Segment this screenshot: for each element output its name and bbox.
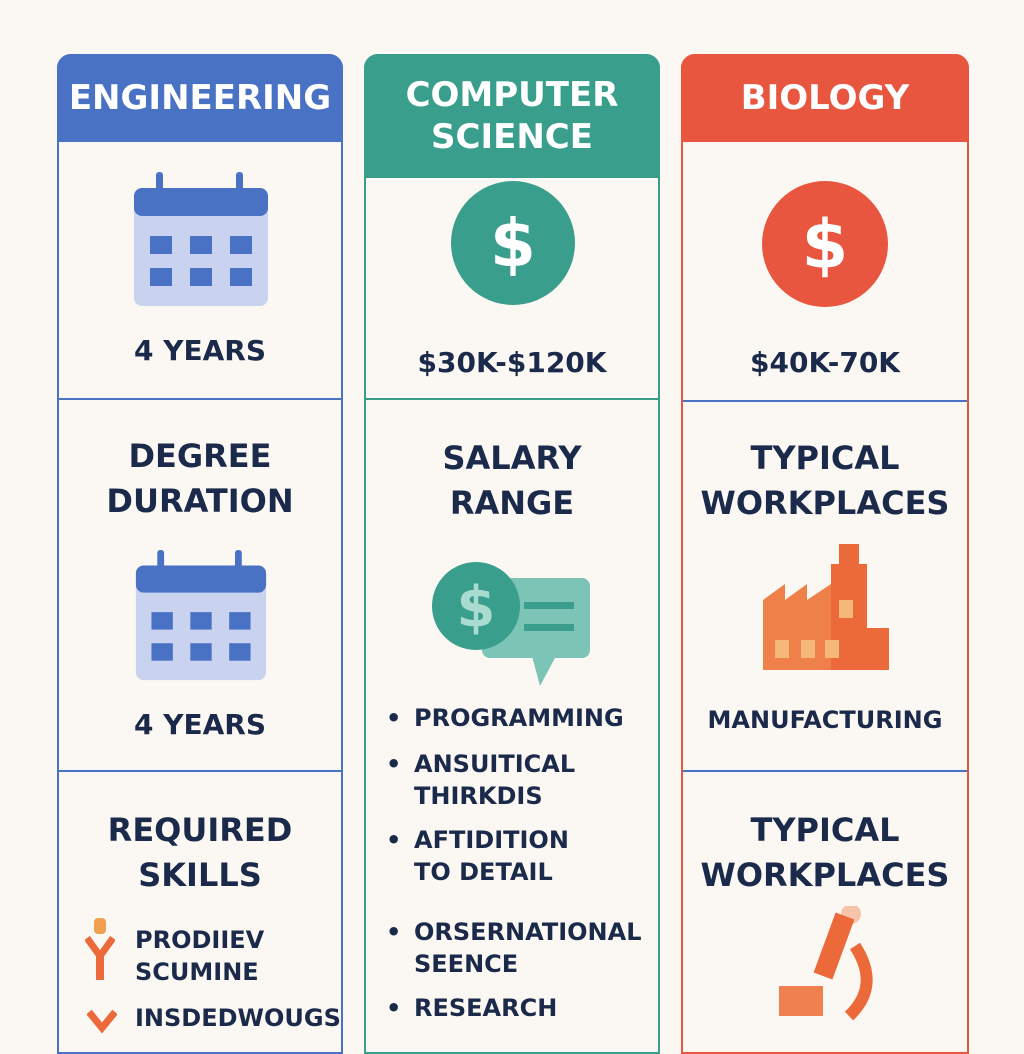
calendar-icon <box>134 172 268 306</box>
svg-text:$: $ <box>457 575 496 640</box>
column-engineering: ENGINEERING 4 YEARS DEGREE DURATION 4 YE… <box>57 54 343 1054</box>
divider <box>59 398 341 400</box>
person-icon <box>85 918 115 980</box>
skill-item: ORSERNATIONAL SEENCE <box>386 916 642 981</box>
skill-item: RESEARCH <box>386 992 557 1025</box>
dollar-icon: $ <box>762 181 888 307</box>
salary-chat-icon: $ <box>432 562 590 686</box>
divider <box>683 770 967 772</box>
column-header: ENGINEERING <box>57 54 343 142</box>
skill-item: INSDEDWOUGS <box>135 1004 341 1032</box>
skill-item: PROGRAMMING <box>386 702 624 735</box>
salary-value: $40K-70K <box>750 346 900 379</box>
section-title: TYPICAL WORKPLACES <box>700 439 950 522</box>
svg-text:$: $ <box>802 205 849 283</box>
duration-value: 4 YEARS <box>133 708 267 741</box>
section-title: TYPICAL WORKPLACES <box>700 811 950 894</box>
column-header: COMPUTER SCIENCE <box>364 54 660 178</box>
section-title: REQUIRED SKILLS <box>107 811 293 894</box>
duration-value: 4 YEARS <box>133 334 267 367</box>
microscope-icon <box>779 906 873 1021</box>
section-title: DEGREE DURATION <box>106 437 294 520</box>
svg-text:$: $ <box>490 205 536 282</box>
column-computer-science: COMPUTER SCIENCE $ $30K-$120K SALARY RAN… <box>364 54 660 1054</box>
person-icon <box>87 1009 117 1034</box>
salary-value: $30K-$120K <box>417 346 607 379</box>
factory-icon <box>763 544 889 670</box>
divider <box>59 770 341 772</box>
workplace-value: MANUFACTURING <box>707 706 943 734</box>
column-biology: BIOLOGY $ $40K-70K TYPICAL WORKPLACES MA… <box>681 54 969 1054</box>
skill-item: AFTIDITION TO DETAIL <box>386 824 569 889</box>
section-title: SALARY RANGE <box>442 439 582 522</box>
divider <box>683 400 967 402</box>
skill-item: PRODIIEV SCUMINE <box>135 926 265 987</box>
header-title: COMPUTER SCIENCE <box>405 74 619 158</box>
divider <box>366 398 658 400</box>
dollar-icon: $ <box>451 181 575 305</box>
header-title: BIOLOGY <box>740 77 910 118</box>
header-title: ENGINEERING <box>68 77 332 118</box>
column-header: BIOLOGY <box>681 54 969 142</box>
skill-item: ANSUITICAL THIRKDIS <box>386 748 575 813</box>
calendar-icon <box>135 549 267 681</box>
